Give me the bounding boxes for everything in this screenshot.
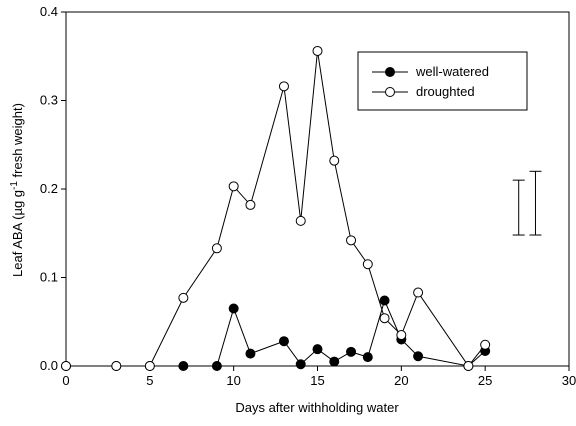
legend-label: well-watered bbox=[415, 64, 489, 79]
data-point bbox=[480, 339, 491, 350]
data-point bbox=[413, 351, 424, 362]
y-label-part: fresh weight) bbox=[10, 103, 25, 181]
data-point bbox=[178, 361, 189, 371]
data-point bbox=[379, 295, 390, 306]
y-tick-label: 0.0 bbox=[40, 358, 58, 373]
x-axis-label: Days after withholding water bbox=[235, 400, 399, 415]
x-tick-label: 25 bbox=[478, 373, 492, 388]
data-point bbox=[362, 259, 373, 270]
data-point bbox=[329, 155, 340, 166]
x-tick-label: 30 bbox=[562, 373, 576, 388]
series-line bbox=[66, 50, 486, 367]
data-point bbox=[228, 303, 239, 314]
data-point bbox=[379, 313, 390, 324]
legend-box bbox=[357, 51, 528, 111]
data-point bbox=[111, 361, 122, 371]
data-point bbox=[312, 45, 323, 56]
data-point bbox=[278, 336, 289, 347]
data-point bbox=[178, 292, 189, 303]
data-point bbox=[396, 330, 407, 341]
data-point bbox=[362, 352, 373, 363]
data-point bbox=[211, 361, 222, 371]
data-point bbox=[329, 356, 340, 367]
y-tick-label: 0.1 bbox=[40, 270, 58, 285]
data-point bbox=[61, 361, 71, 371]
legend-marker bbox=[385, 67, 395, 77]
x-tick-label: 10 bbox=[226, 373, 240, 388]
data-point bbox=[312, 344, 323, 355]
y-label-sup: -1 bbox=[9, 181, 20, 190]
data-point bbox=[211, 243, 222, 254]
x-tick-label: 0 bbox=[62, 373, 69, 388]
legend-marker bbox=[385, 87, 395, 97]
y-label-part: Leaf ABA (µg g bbox=[10, 190, 25, 277]
data-point bbox=[346, 235, 357, 246]
x-tick-label: 15 bbox=[310, 373, 324, 388]
data-point bbox=[245, 348, 256, 359]
y-axis-label: Leaf ABA (µg g-1 fresh weight) bbox=[9, 103, 25, 277]
data-point bbox=[295, 215, 306, 226]
x-tick-label: 5 bbox=[146, 373, 153, 388]
data-point bbox=[463, 361, 474, 371]
data-point bbox=[144, 361, 155, 371]
data-point bbox=[278, 81, 289, 92]
data-point bbox=[346, 346, 357, 357]
data-point bbox=[295, 359, 306, 370]
x-tick-label: 20 bbox=[394, 373, 408, 388]
y-tick-label: 0.4 bbox=[40, 4, 58, 19]
y-tick-label: 0.2 bbox=[40, 181, 58, 196]
data-point bbox=[245, 199, 256, 210]
data-point bbox=[413, 287, 424, 298]
data-point bbox=[228, 181, 239, 192]
legend-label: droughted bbox=[416, 84, 475, 99]
y-tick-label: 0.3 bbox=[40, 93, 58, 108]
